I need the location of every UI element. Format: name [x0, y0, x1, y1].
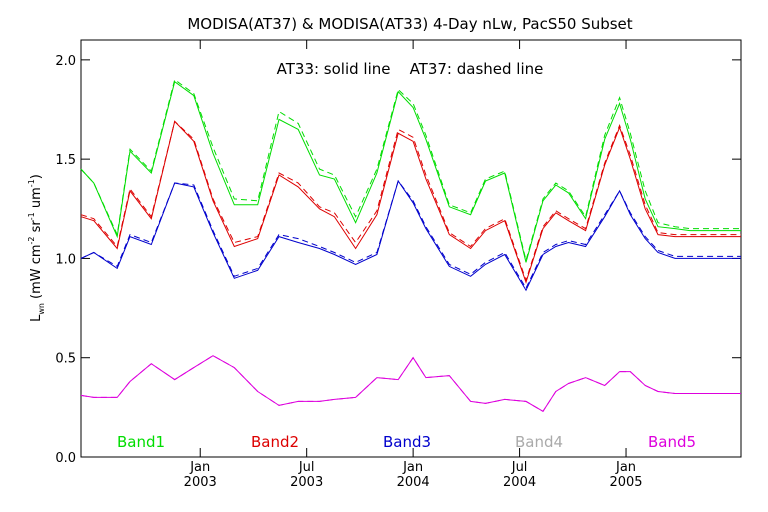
y-tick-label: 1.5: [55, 153, 76, 168]
band2-at33-solid-line: [80, 120, 741, 284]
y-tick-label: 0.5: [55, 352, 76, 367]
legend: Band1 Band2 Band3 Band4 Band5: [117, 433, 696, 451]
x-tick-year-label: 2004: [503, 475, 536, 490]
x-tick-year-label: 2004: [397, 475, 430, 490]
y-axis: 0.0 0.5 1.0 1.5 2.0: [55, 54, 741, 466]
chart-title: MODISA(AT37) & MODISA(AT33) 4-Day nLw, P…: [187, 15, 632, 33]
legend-band2: Band2: [251, 433, 299, 451]
legend-band1: Band1: [117, 433, 165, 451]
x-tick-month-label: Jan: [615, 460, 636, 475]
band1-at37-dashed-line: [80, 78, 741, 261]
y-tick-label: 2.0: [55, 54, 76, 69]
y-tick-label: 1.0: [55, 252, 76, 267]
x-tick-year-label: 2005: [609, 475, 642, 490]
band3-at33-solid-line: [80, 179, 741, 292]
band5-at33-solid-line: [80, 355, 741, 412]
y-axis-label: Lwn(mW cm-2 sr-1 um-1): [27, 174, 46, 322]
legend-band3: Band3: [383, 433, 431, 451]
x-tick-month-label: Jul: [298, 460, 315, 475]
plot-frame: [80, 39, 742, 458]
y-tick-label: 0.0: [55, 451, 76, 466]
band2-at37-dashed-line: [80, 120, 741, 282]
x-tick-month-label: Jan: [402, 460, 423, 475]
x-tick-year-label: 2003: [290, 475, 323, 490]
x-tick-month-label: Jan: [189, 460, 210, 475]
x-tick-month-label: Jul: [511, 460, 528, 475]
legend-band4: Band4: [515, 433, 563, 451]
band1-at33-solid-line: [80, 80, 741, 263]
series-layer: [80, 78, 741, 412]
band3-at37-dashed-line: [80, 179, 741, 290]
legend-band5: Band5: [648, 433, 696, 451]
x-tick-year-label: 2003: [184, 475, 217, 490]
band5-at37-dashed-line: [80, 355, 741, 412]
line-style-annotation: AT33: solid line AT37: dashed line: [277, 60, 544, 78]
